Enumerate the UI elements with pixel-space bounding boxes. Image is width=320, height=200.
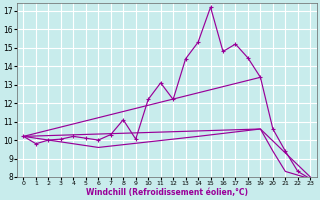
- X-axis label: Windchill (Refroidissement éolien,°C): Windchill (Refroidissement éolien,°C): [86, 188, 248, 197]
